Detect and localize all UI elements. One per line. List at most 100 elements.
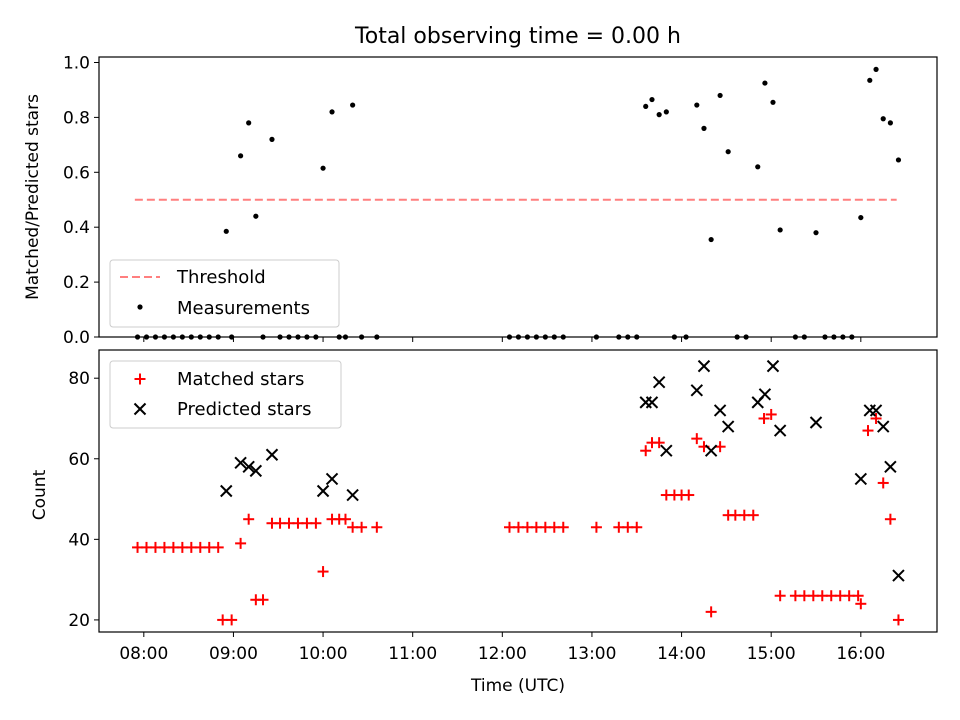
x-tick-label: 15:00 — [747, 644, 796, 664]
legend-matched-marker — [134, 373, 146, 385]
top-y-tick-label: 0.8 — [63, 108, 90, 128]
predicted-star-point — [721, 420, 735, 433]
measurement-point — [813, 230, 819, 236]
x-tick-label: 12:00 — [478, 644, 527, 664]
predicted-star-point — [690, 384, 704, 397]
bottom-plot-frame — [98, 349, 938, 633]
predicted-star-point — [854, 472, 868, 486]
predicted-star-point — [265, 448, 279, 461]
legend-predicted-marker — [133, 402, 147, 416]
predicted-star-point — [220, 484, 233, 498]
predicted-star-point — [869, 404, 883, 417]
predicted-star-point — [884, 460, 897, 474]
measurement-point — [223, 228, 229, 234]
x-tick-label: 10:00 — [299, 644, 348, 664]
predicted-star-point — [316, 484, 330, 498]
matched-star-point — [862, 425, 874, 437]
measurement-point — [873, 66, 879, 72]
matched-star-point — [310, 517, 322, 529]
bottom-points — [132, 359, 905, 626]
predicted-star-point — [877, 420, 890, 433]
top-y-axis-label: Matched/Predicted stars — [23, 94, 43, 300]
predicted-star-point — [652, 376, 666, 389]
measurement-point — [320, 165, 326, 171]
legend-threshold-label: Threshold — [176, 267, 266, 288]
top-y-tick-label: 0.4 — [63, 218, 90, 238]
matched-star-point — [235, 537, 247, 549]
measurement-point — [694, 102, 700, 108]
matched-star-point — [892, 614, 904, 626]
measurement-point — [649, 96, 655, 103]
measurement-point — [269, 136, 275, 142]
matched-star-point — [705, 606, 717, 618]
predicted-star-point — [766, 359, 780, 373]
legend-matched-label: Matched stars — [177, 369, 304, 390]
matched-star-point — [852, 590, 864, 602]
x-tick-label: 16:00 — [836, 644, 885, 664]
matched-star-point — [631, 521, 643, 533]
matched-star-point — [226, 614, 238, 626]
top-points — [134, 66, 902, 340]
measurement-point — [858, 214, 864, 221]
matched-star-point — [884, 513, 896, 525]
predicted-star-point — [660, 444, 673, 457]
measurement-point — [253, 213, 259, 219]
top-y-axis: 0.0 0.2 0.4 0.6 0.8 1.0 — [63, 53, 99, 348]
predicted-star-point — [809, 416, 823, 429]
measurement-point — [350, 102, 356, 108]
legend-measurements-label: Measurements — [177, 298, 310, 319]
matched-star-point — [747, 509, 759, 521]
measurement-point — [238, 153, 244, 159]
measurement-point — [770, 99, 776, 105]
matched-star-point — [691, 433, 703, 445]
matched-star-point — [557, 521, 569, 533]
predicted-star-point — [325, 472, 339, 486]
bottom-y-axis: 20 40 60 80 — [68, 369, 99, 631]
measurement-point — [701, 125, 707, 131]
measurement-point — [717, 92, 723, 99]
measurement-point — [725, 149, 731, 155]
top-y-tick-label: 0.6 — [63, 163, 90, 183]
bottom-panel: 20 40 60 80 08:00 09:00 10:00 11:00 12:00 13:00 1… — [30, 349, 938, 696]
predicted-star-point — [645, 396, 659, 409]
matched-star-point — [877, 477, 889, 489]
measurement-point — [708, 236, 714, 243]
top-plot-frame — [98, 56, 938, 338]
measurement-point — [887, 120, 893, 126]
predicted-star-point — [713, 404, 727, 417]
top-legend-box — [109, 259, 340, 328]
bottom-y-tick-label: 40 — [68, 530, 90, 550]
bottom-x-axis: 08:00 09:00 10:00 11:00 12:00 13:00 14:00 15:00… — [119, 632, 885, 664]
matched-star-point — [683, 489, 695, 501]
predicted-star-point — [697, 359, 711, 373]
measurement-point — [777, 227, 783, 233]
matched-star-point — [870, 412, 882, 424]
measurement-point — [329, 109, 335, 115]
x-tick-label: 09:00 — [209, 644, 258, 664]
predicted-star-point — [639, 396, 652, 409]
bottom-y-axis-label: Count — [30, 469, 50, 520]
bottom-y-tick-label: 60 — [68, 450, 90, 470]
measurement-point — [895, 157, 902, 163]
measurement-point — [762, 80, 768, 86]
top-x-ticks — [143, 337, 862, 342]
predicted-star-point — [892, 569, 905, 582]
predicted-star-point — [242, 460, 255, 474]
matched-star-point — [212, 541, 224, 553]
matched-star-point — [855, 598, 867, 610]
matched-star-point — [653, 437, 665, 449]
predicted-star-point — [758, 388, 772, 401]
measurement-point — [656, 112, 662, 118]
matched-star-point — [356, 521, 368, 533]
matched-star-point — [774, 590, 786, 602]
x-tick-label: 14:00 — [657, 644, 706, 664]
predicted-star-point — [704, 444, 718, 457]
predicted-star-point — [234, 456, 247, 470]
x-tick-label: 08:00 — [119, 644, 168, 664]
matched-star-point — [371, 521, 383, 533]
matched-star-point — [758, 412, 770, 424]
measurement-point — [755, 164, 761, 170]
chart-title: Total observing time = 0.00 h — [354, 24, 681, 49]
top-y-tick-label: 0.2 — [63, 273, 90, 293]
